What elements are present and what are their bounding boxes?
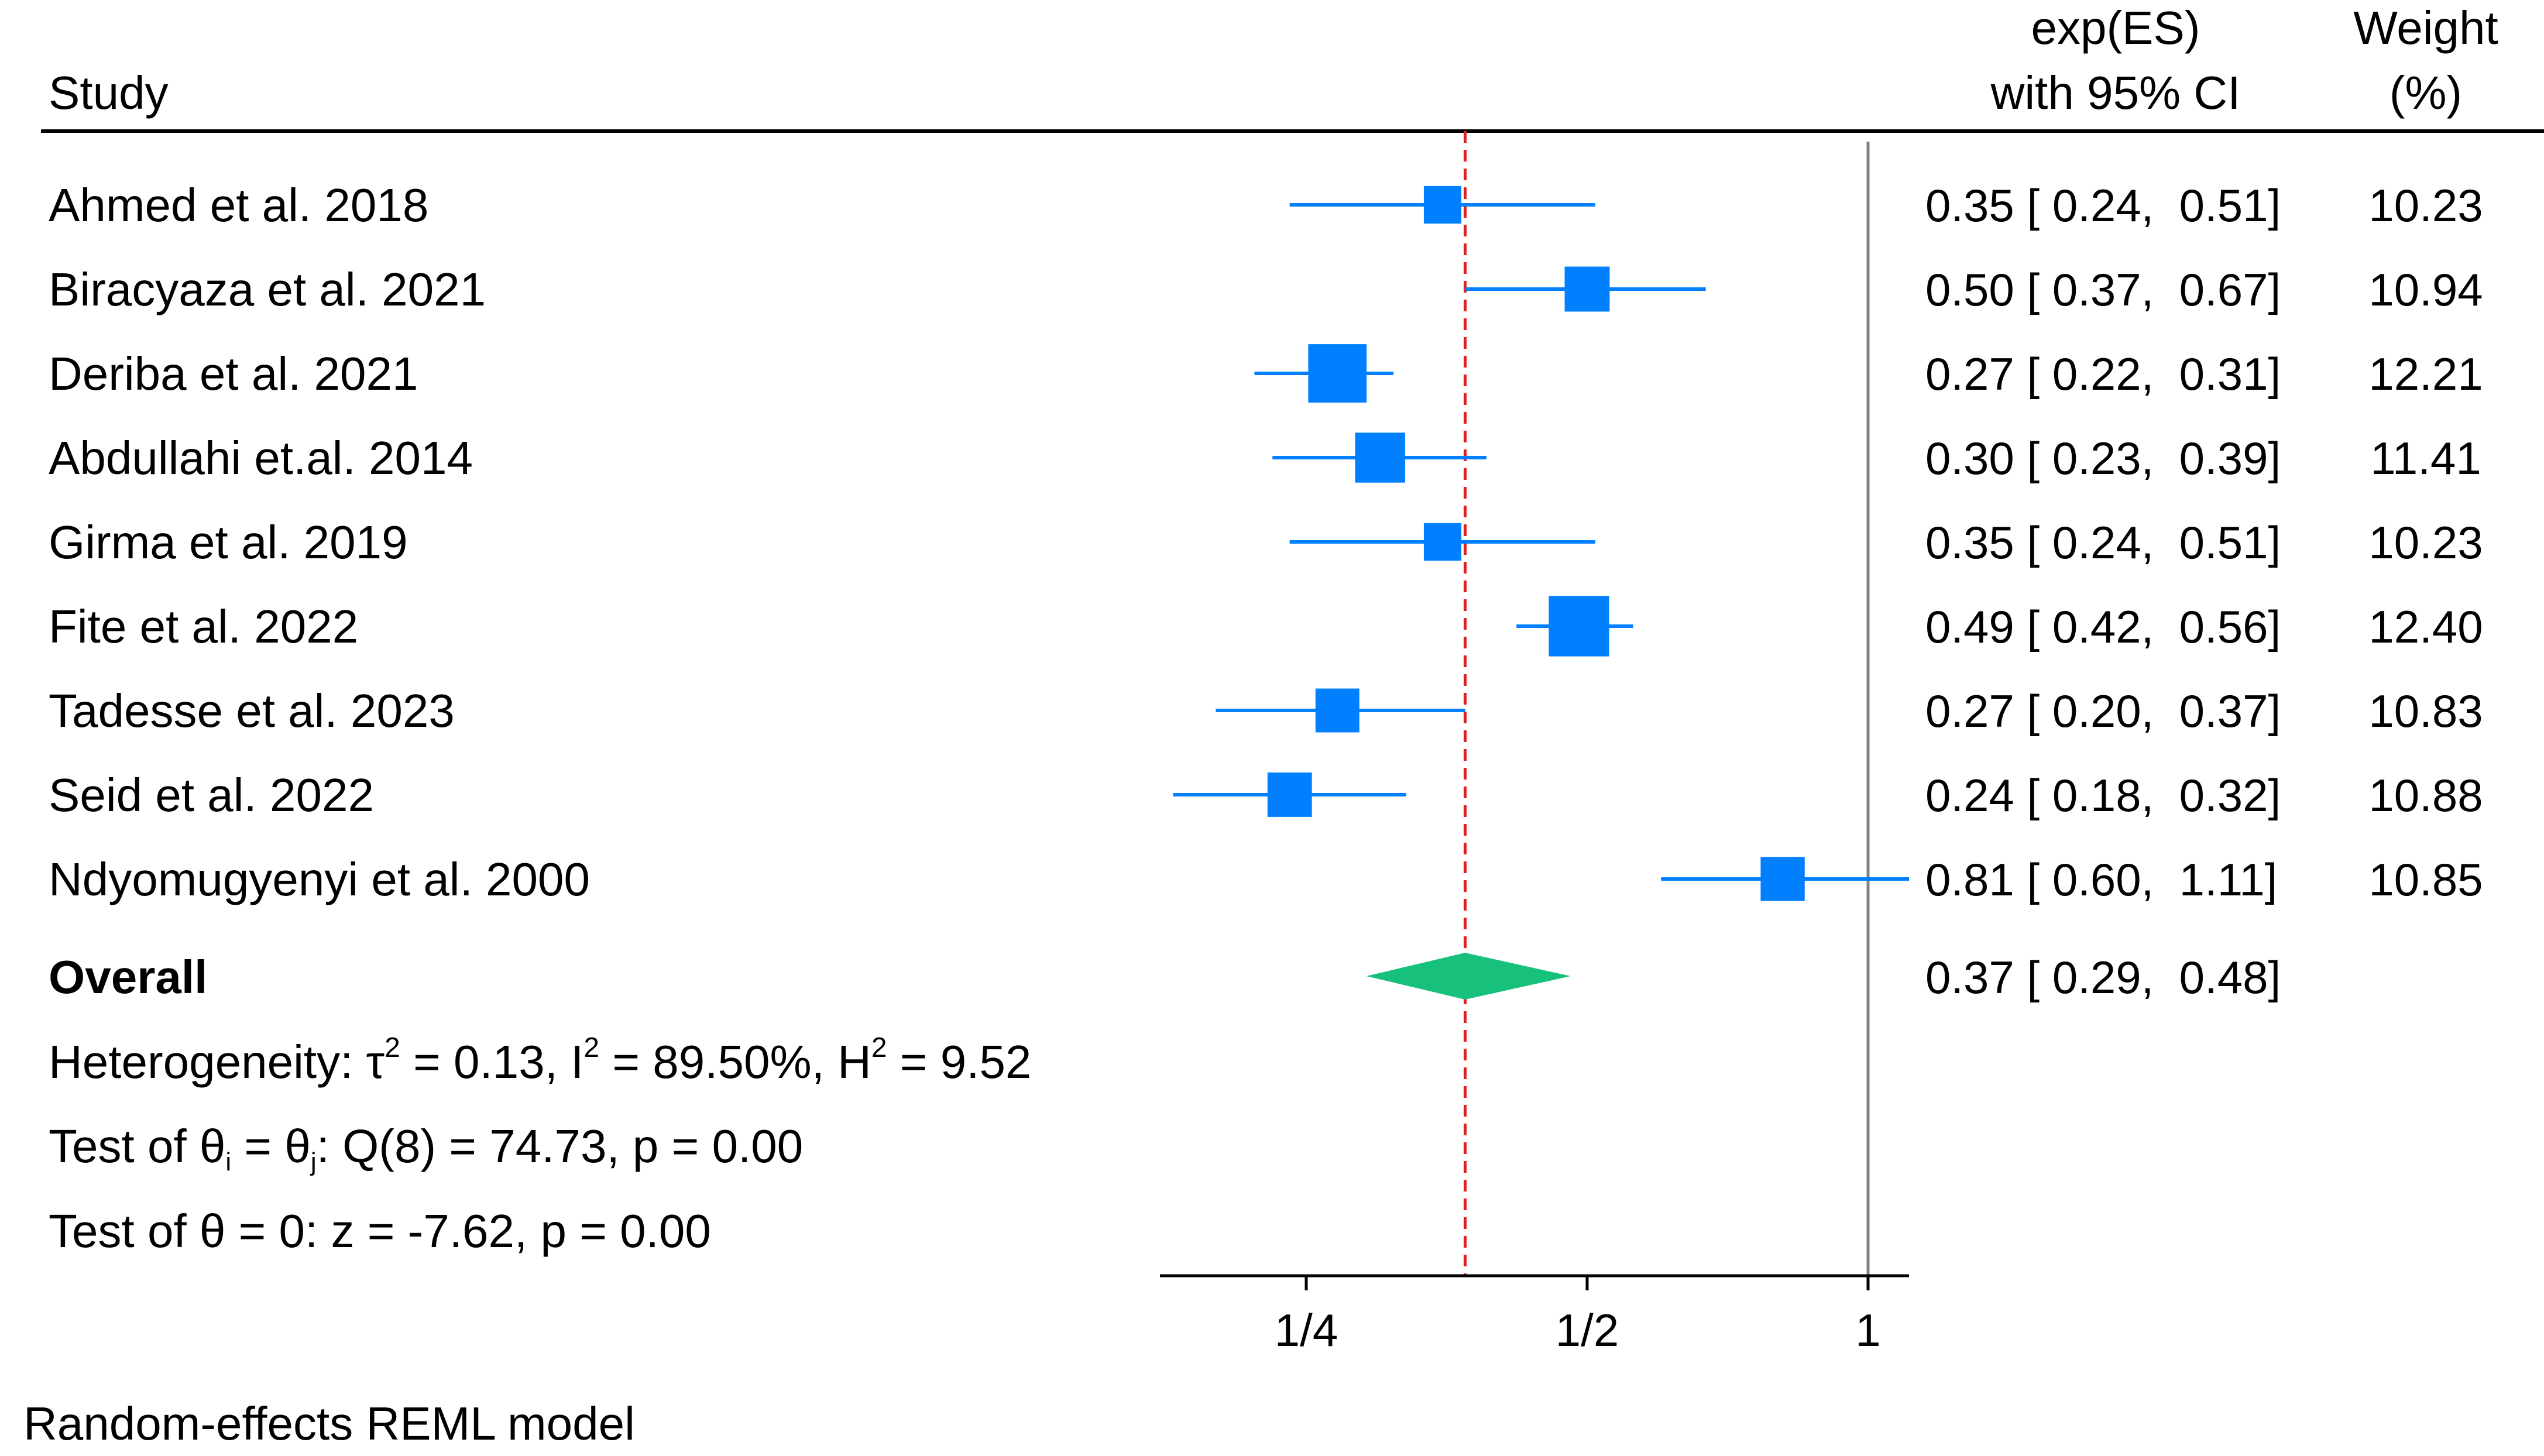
study-rows: Ahmed et al. 2018 0.35 [ 0.24, 0.51] 10.23…: [49, 179, 2483, 905]
study-name: Seid et al. 2022: [49, 769, 374, 821]
study-name: Ndyomugyenyi et al. 2000: [49, 853, 590, 905]
study-weight-text: 10.85: [2368, 854, 2483, 905]
study-es-text: 0.27 [ 0.20, 0.37]: [1925, 685, 2281, 737]
effect-marker: [1315, 688, 1359, 733]
header-weight-line2: (%): [2389, 67, 2462, 119]
header-es-line1: exp(ES): [2031, 2, 2200, 54]
x-tick-label: 1/2: [1556, 1304, 1619, 1356]
effect-marker: [1308, 344, 1367, 403]
study-weight-text: 10.23: [2368, 517, 2483, 568]
study-weight-text: 10.88: [2368, 770, 2483, 821]
study-name: Biracyaza et al. 2021: [49, 263, 486, 315]
test-overall-text: Test of θ = 0: z = -7.62, p = 0.00: [49, 1205, 711, 1257]
study-name: Tadesse et al. 2023: [49, 685, 455, 737]
effect-marker: [1267, 772, 1312, 817]
effect-marker: [1760, 857, 1805, 901]
header-weight-line1: Weight: [2353, 2, 2498, 54]
study-weight-text: 10.94: [2368, 264, 2483, 315]
effect-marker: [1355, 432, 1405, 483]
study-es-text: 0.24 [ 0.18, 0.32]: [1925, 770, 2281, 821]
study-weight-text: 12.21: [2368, 348, 2483, 400]
study-name: Girma et al. 2019: [49, 516, 408, 568]
header-study: Study: [49, 67, 169, 119]
study-es-text: 0.81 [ 0.60, 1.11]: [1925, 854, 2277, 905]
study-weight-text: 10.83: [2368, 685, 2483, 737]
x-axis: 1/4 1/2 1: [1160, 1274, 1909, 1356]
study-es-text: 0.35 [ 0.24, 0.51]: [1925, 180, 2281, 231]
study-name: Deriba et al. 2021: [49, 348, 418, 400]
study-es-text: 0.49 [ 0.42, 0.56]: [1925, 601, 2281, 653]
overall-es-text: 0.37 [ 0.29, 0.48]: [1925, 952, 2281, 1003]
study-weight-text: 11.41: [2370, 432, 2481, 484]
study-name: Ahmed et al. 2018: [49, 179, 428, 231]
x-tick-label: 1: [1855, 1304, 1880, 1356]
study-weight-text: 10.23: [2368, 180, 2483, 231]
study-es-text: 0.35 [ 0.24, 0.51]: [1925, 517, 2281, 568]
study-es-text: 0.50 [ 0.37, 0.67]: [1925, 264, 2281, 315]
overall-label: Overall: [49, 951, 207, 1003]
footnote: Random-effects REML model: [23, 1397, 635, 1450]
study-es-text: 0.30 [ 0.23, 0.39]: [1925, 432, 2281, 484]
study-name: Fite et al. 2022: [49, 600, 358, 653]
effect-marker: [1423, 523, 1462, 561]
study-es-text: 0.27 [ 0.22, 0.31]: [1925, 348, 2281, 400]
heterogeneity-text: Heterogeneity: τ2 = 0.13, I2 = 89.50%, H…: [49, 1032, 1031, 1088]
study-name: Abdullahi et.al. 2014: [49, 432, 473, 484]
effect-marker: [1549, 596, 1609, 657]
effect-marker: [1423, 186, 1462, 224]
study-weight-text: 12.40: [2368, 601, 2483, 653]
x-tick-label: 1/4: [1275, 1304, 1338, 1356]
test-between-text: Test of θi = θj: Q(8) = 74.73, p = 0.00: [49, 1120, 803, 1176]
overall-diamond: [1366, 953, 1571, 1000]
header-es-line2: with 95% CI: [1990, 67, 2241, 119]
effect-marker: [1564, 266, 1610, 312]
